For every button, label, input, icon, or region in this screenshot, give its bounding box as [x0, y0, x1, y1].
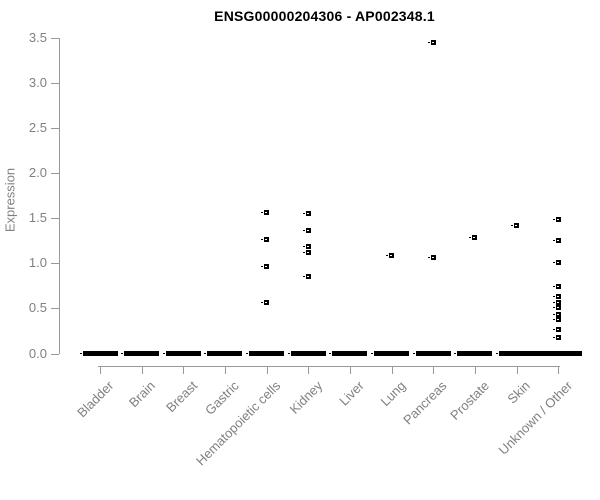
- data-point: [302, 243, 311, 249]
- y-tick-label: 0.5: [28, 300, 47, 316]
- zero-cluster-dash: [329, 351, 368, 356]
- x-tick: [433, 366, 435, 374]
- data-point: [302, 227, 311, 233]
- y-tick: [51, 353, 59, 355]
- x-tick: [474, 366, 476, 374]
- y-tick: [51, 218, 59, 220]
- x-tick: [308, 366, 310, 374]
- y-tick: [51, 128, 59, 130]
- zero-cluster-dash: [246, 351, 285, 356]
- x-tick-label: Lung: [377, 378, 409, 410]
- x-tick-label: Kidney: [286, 378, 325, 417]
- x-tick: [224, 366, 226, 374]
- zero-cluster-dash: [204, 351, 243, 356]
- data-point: [552, 316, 561, 322]
- x-tick-label: Unknown / Other: [495, 378, 575, 458]
- zero-cluster-dash: [121, 351, 160, 356]
- x-tick-label: Gastric: [201, 378, 242, 418]
- y-axis-line: [59, 38, 60, 354]
- data-point: [552, 326, 561, 332]
- x-tick: [141, 366, 143, 374]
- page-title: ENSG00000204306 - AP002348.1: [214, 8, 435, 24]
- y-tick-label: 0.0: [28, 345, 47, 361]
- data-point: [261, 299, 270, 305]
- y-tick-label: 3.5: [28, 30, 47, 46]
- data-point: [302, 211, 311, 217]
- data-point: [552, 305, 561, 311]
- data-point: [552, 259, 561, 265]
- data-point: [261, 236, 270, 242]
- y-tick-label: 2.0: [28, 165, 47, 181]
- y-tick-label: 1.5: [28, 210, 47, 226]
- data-point: [302, 250, 311, 256]
- data-point: [552, 294, 561, 300]
- y-tick: [51, 38, 59, 40]
- x-axis-line: [98, 366, 560, 367]
- y-tick: [51, 263, 59, 265]
- x-tick-label: Breast: [162, 378, 200, 416]
- y-tick: [51, 308, 59, 310]
- x-tick-label: Skin: [504, 378, 534, 407]
- data-point: [427, 40, 436, 46]
- data-point: [427, 255, 436, 261]
- x-tick-label: Brain: [126, 378, 159, 411]
- data-point: [552, 334, 561, 340]
- y-tick-label: 2.5: [28, 120, 47, 136]
- zero-cluster-dash: [496, 351, 535, 356]
- x-tick: [516, 366, 518, 374]
- x-tick-label: Pancreas: [400, 378, 450, 428]
- y-tick-label: 1.0: [28, 255, 47, 271]
- zero-cluster-dash: [162, 351, 201, 356]
- data-point: [302, 274, 311, 280]
- y-tick-label: 3.0: [28, 75, 47, 91]
- zero-cluster-dash: [412, 351, 451, 356]
- zero-cluster-dash: [454, 351, 493, 356]
- data-point: [552, 312, 561, 318]
- data-point: [261, 209, 270, 215]
- zero-cluster-dash: [531, 351, 583, 356]
- x-tick: [266, 366, 268, 374]
- data-point: [261, 263, 270, 269]
- x-tick: [391, 366, 393, 374]
- y-tick: [51, 83, 59, 85]
- x-tick-label: Bladder: [74, 378, 117, 421]
- data-point: [552, 284, 561, 290]
- data-point: [469, 234, 478, 240]
- zero-cluster-dash: [287, 351, 326, 356]
- x-tick: [183, 366, 185, 374]
- x-tick: [100, 366, 101, 374]
- data-point: [386, 252, 395, 258]
- data-point: [552, 216, 561, 222]
- zero-cluster-dash: [79, 351, 118, 356]
- y-tick: [51, 173, 59, 175]
- x-tick-label: Liver: [336, 378, 367, 409]
- x-tick: [558, 366, 560, 374]
- x-tick: [349, 366, 351, 374]
- zero-cluster-dash: [371, 351, 410, 356]
- data-point: [511, 223, 520, 229]
- data-point: [552, 299, 561, 305]
- x-tick-label: Prostate: [446, 378, 492, 423]
- data-point: [552, 238, 561, 244]
